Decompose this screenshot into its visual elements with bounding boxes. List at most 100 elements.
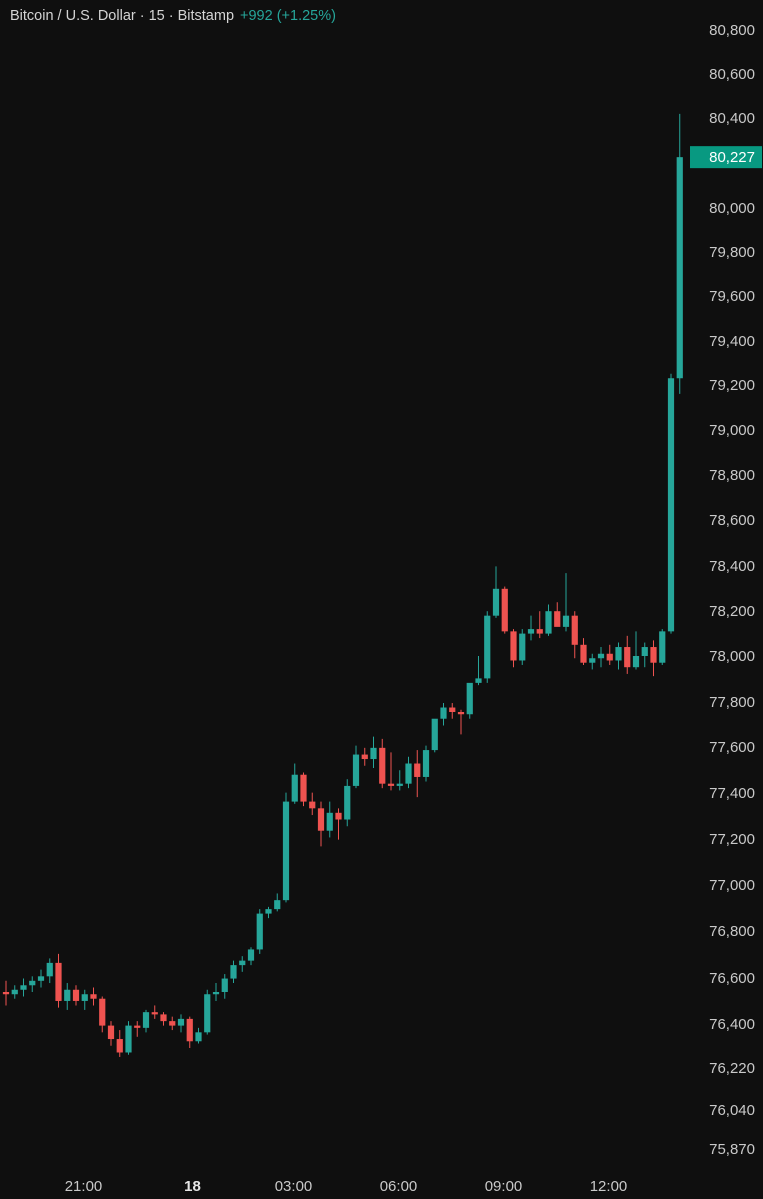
candle-body <box>352 754 360 786</box>
price-tick-label: 80,400 <box>709 110 755 127</box>
candle-body <box>151 1012 158 1015</box>
candle-body <box>274 900 281 910</box>
candle-body <box>99 998 106 1026</box>
price-change: +992 (+1.25%) <box>240 8 336 24</box>
candle-body <box>309 801 316 809</box>
price-tick-label: 76,220 <box>709 1060 755 1077</box>
candle-body <box>125 1025 132 1053</box>
candle-body <box>484 615 491 679</box>
candles-group <box>2 113 683 1057</box>
price-tick-label: 80,000 <box>709 200 755 217</box>
price-tick-label: 77,600 <box>709 739 755 756</box>
candle-body <box>414 763 421 777</box>
candle-body <box>247 949 255 961</box>
candle-body <box>580 644 587 663</box>
candle-body <box>326 812 333 831</box>
last-price-label: 80,227 <box>690 146 762 169</box>
candle-body <box>519 633 526 661</box>
candle-body <box>562 615 570 627</box>
candle-body <box>554 611 561 627</box>
time-tick-label: 06:00 <box>380 1178 418 1195</box>
candle-body <box>641 647 648 656</box>
candle-body <box>615 647 622 661</box>
price-tick-label: 78,800 <box>709 467 755 484</box>
candle-body <box>29 980 36 986</box>
price-tick-label: 80,600 <box>709 66 755 83</box>
candle-body <box>230 965 237 979</box>
candle-body <box>457 712 465 715</box>
candle-body <box>440 707 447 719</box>
candle-body <box>606 653 613 661</box>
price-tick-label: 76,040 <box>709 1102 755 1119</box>
price-tick-label: 76,600 <box>709 970 755 987</box>
price-tick-label: 77,400 <box>709 785 755 802</box>
chart-header: Bitcoin / U.S. Dollar · 15 · Bitstamp +99… <box>10 8 336 24</box>
price-tick-label: 79,400 <box>709 333 755 350</box>
candle-body <box>510 631 517 661</box>
candle-body <box>72 989 80 1001</box>
candle-body <box>291 774 298 802</box>
time-tick-label: 12:00 <box>590 1178 628 1195</box>
price-tick-label: 79,800 <box>709 244 755 261</box>
last-price-badge <box>690 146 762 169</box>
price-tick-label: 75,870 <box>709 1141 755 1158</box>
candle-body <box>431 718 438 751</box>
symbol-title: Bitcoin / U.S. Dollar · 15 · Bitstamp <box>10 8 235 24</box>
candle-body <box>90 994 97 999</box>
price-tick-label: 78,400 <box>709 558 755 575</box>
candle-body <box>169 1021 176 1026</box>
candle-body <box>335 812 342 820</box>
candle-body <box>221 978 228 992</box>
candle-body <box>11 989 18 995</box>
candle-body <box>20 985 27 990</box>
candle-body <box>501 588 508 632</box>
candle-body <box>589 658 596 663</box>
candle-body <box>81 994 88 1001</box>
candle-body <box>466 682 473 715</box>
candle-body <box>379 747 386 784</box>
candle-body <box>55 962 62 1001</box>
candle-body <box>650 647 657 663</box>
price-tick-label: 80,800 <box>709 22 755 39</box>
price-tick-label: 79,200 <box>709 377 755 394</box>
candle-body <box>492 588 500 616</box>
time-tick-label: 21:00 <box>65 1178 103 1195</box>
last-price-text: 80,227 <box>709 149 755 166</box>
candle-body <box>632 656 640 668</box>
candle-body <box>134 1025 141 1028</box>
price-tick-label: 78,000 <box>709 648 755 665</box>
candle-body <box>186 1018 193 1042</box>
candle-body <box>212 992 220 995</box>
candle-body <box>545 611 552 634</box>
candle-body <box>256 913 263 950</box>
candle-body <box>659 631 666 663</box>
time-tick-label: 18 <box>184 1178 201 1195</box>
candle-body <box>527 629 535 634</box>
candle-body <box>37 976 45 981</box>
time-axis[interactable]: 21:00 18 03:00 06:00 09:00 12:00 <box>65 1178 628 1195</box>
candle-body <box>361 754 368 760</box>
candle-body <box>317 808 325 831</box>
candle-body <box>536 629 543 634</box>
price-tick-label: 77,800 <box>709 694 755 711</box>
price-axis[interactable]: 80,800 80,600 80,400 80,000 79,800 79,600 79,4… <box>709 22 755 1158</box>
price-tick-label: 78,600 <box>709 512 755 529</box>
candle-body <box>387 783 395 786</box>
candle-body <box>239 960 246 966</box>
candle-body <box>204 994 211 1033</box>
price-tick-label: 76,400 <box>709 1016 755 1033</box>
candle-body <box>667 378 675 632</box>
candle-body <box>571 615 578 645</box>
time-tick-label: 03:00 <box>275 1178 313 1195</box>
candle-body <box>300 774 307 802</box>
candle-body <box>64 989 71 1001</box>
price-tick-label: 78,200 <box>709 603 755 620</box>
candle-body <box>142 1012 150 1028</box>
candle-body <box>449 707 456 712</box>
price-tick-label: 79,600 <box>709 288 755 305</box>
candle-body <box>676 157 683 379</box>
candle-body <box>624 647 631 668</box>
candle-body <box>370 747 377 760</box>
candle-body <box>46 962 53 977</box>
